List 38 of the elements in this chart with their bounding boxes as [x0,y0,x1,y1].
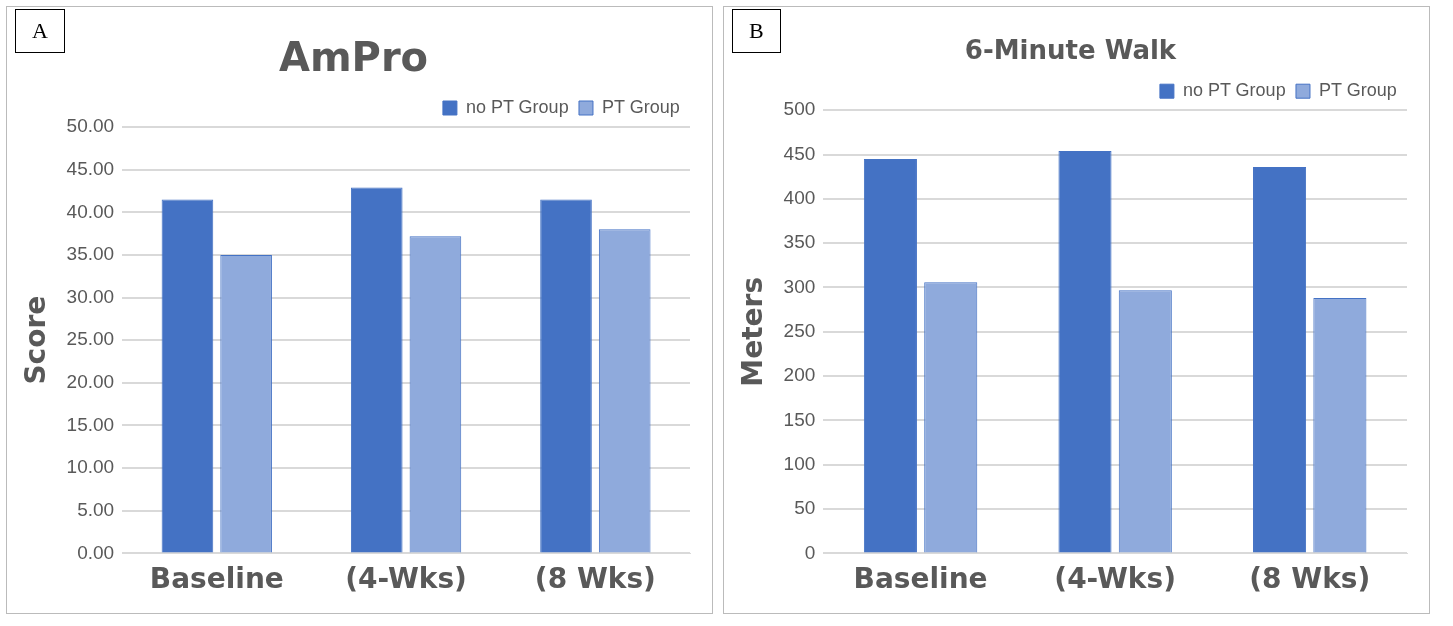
y-tick-label: 500 [783,98,816,120]
x-tick-label: (4-Wks) [345,562,467,596]
y-tick-label: 50.00 [66,115,115,137]
y-tick-label: 25.00 [66,328,115,350]
y-tick-label: 50 [794,497,816,519]
y-tick-label: 450 [783,142,816,164]
y-tick-label: 10.00 [66,456,115,478]
y-axis-title: Meters [736,276,770,387]
text: A [15,9,65,53]
text: B [732,9,781,53]
y-tick-label: 40.00 [66,200,115,222]
chart-title: AmPro [278,34,429,81]
y-tick-label: 0 [804,541,816,563]
y-tick-label: 300 [783,275,816,297]
y-tick-label: 5.00 [77,498,115,520]
y-tick-label: 400 [783,187,816,209]
x-tick-label: Baseline [149,562,284,596]
y-tick-label: 100 [783,452,816,474]
x-tick-label: Baseline [853,562,988,596]
y-tick-label: 20.00 [66,371,115,393]
y-tick-label: 250 [783,320,816,342]
chart-title: 6-Minute Walk [964,35,1177,66]
x-tick-label: (8 Wks) [1249,562,1371,596]
y-tick-label: 45.00 [66,157,115,179]
y-tick-label: 15.00 [66,413,115,435]
y-tick-label: 350 [783,231,816,253]
y-tick-label: 0.00 [77,541,115,563]
legend-label: no PT Group [1182,80,1286,101]
y-tick-label: 30.00 [66,285,115,307]
y-tick-label: 35.00 [66,243,115,265]
x-tick-label: (8 Wks) [534,562,656,596]
y-axis-title: Score [19,295,53,385]
legend-label: PT Group [601,96,680,117]
legend-label: PT Group [1318,80,1397,101]
y-tick-label: 150 [783,408,816,430]
legend-label: no PT Group [465,96,569,117]
x-tick-label: (4-Wks) [1054,562,1176,596]
y-tick-label: 200 [783,364,816,386]
